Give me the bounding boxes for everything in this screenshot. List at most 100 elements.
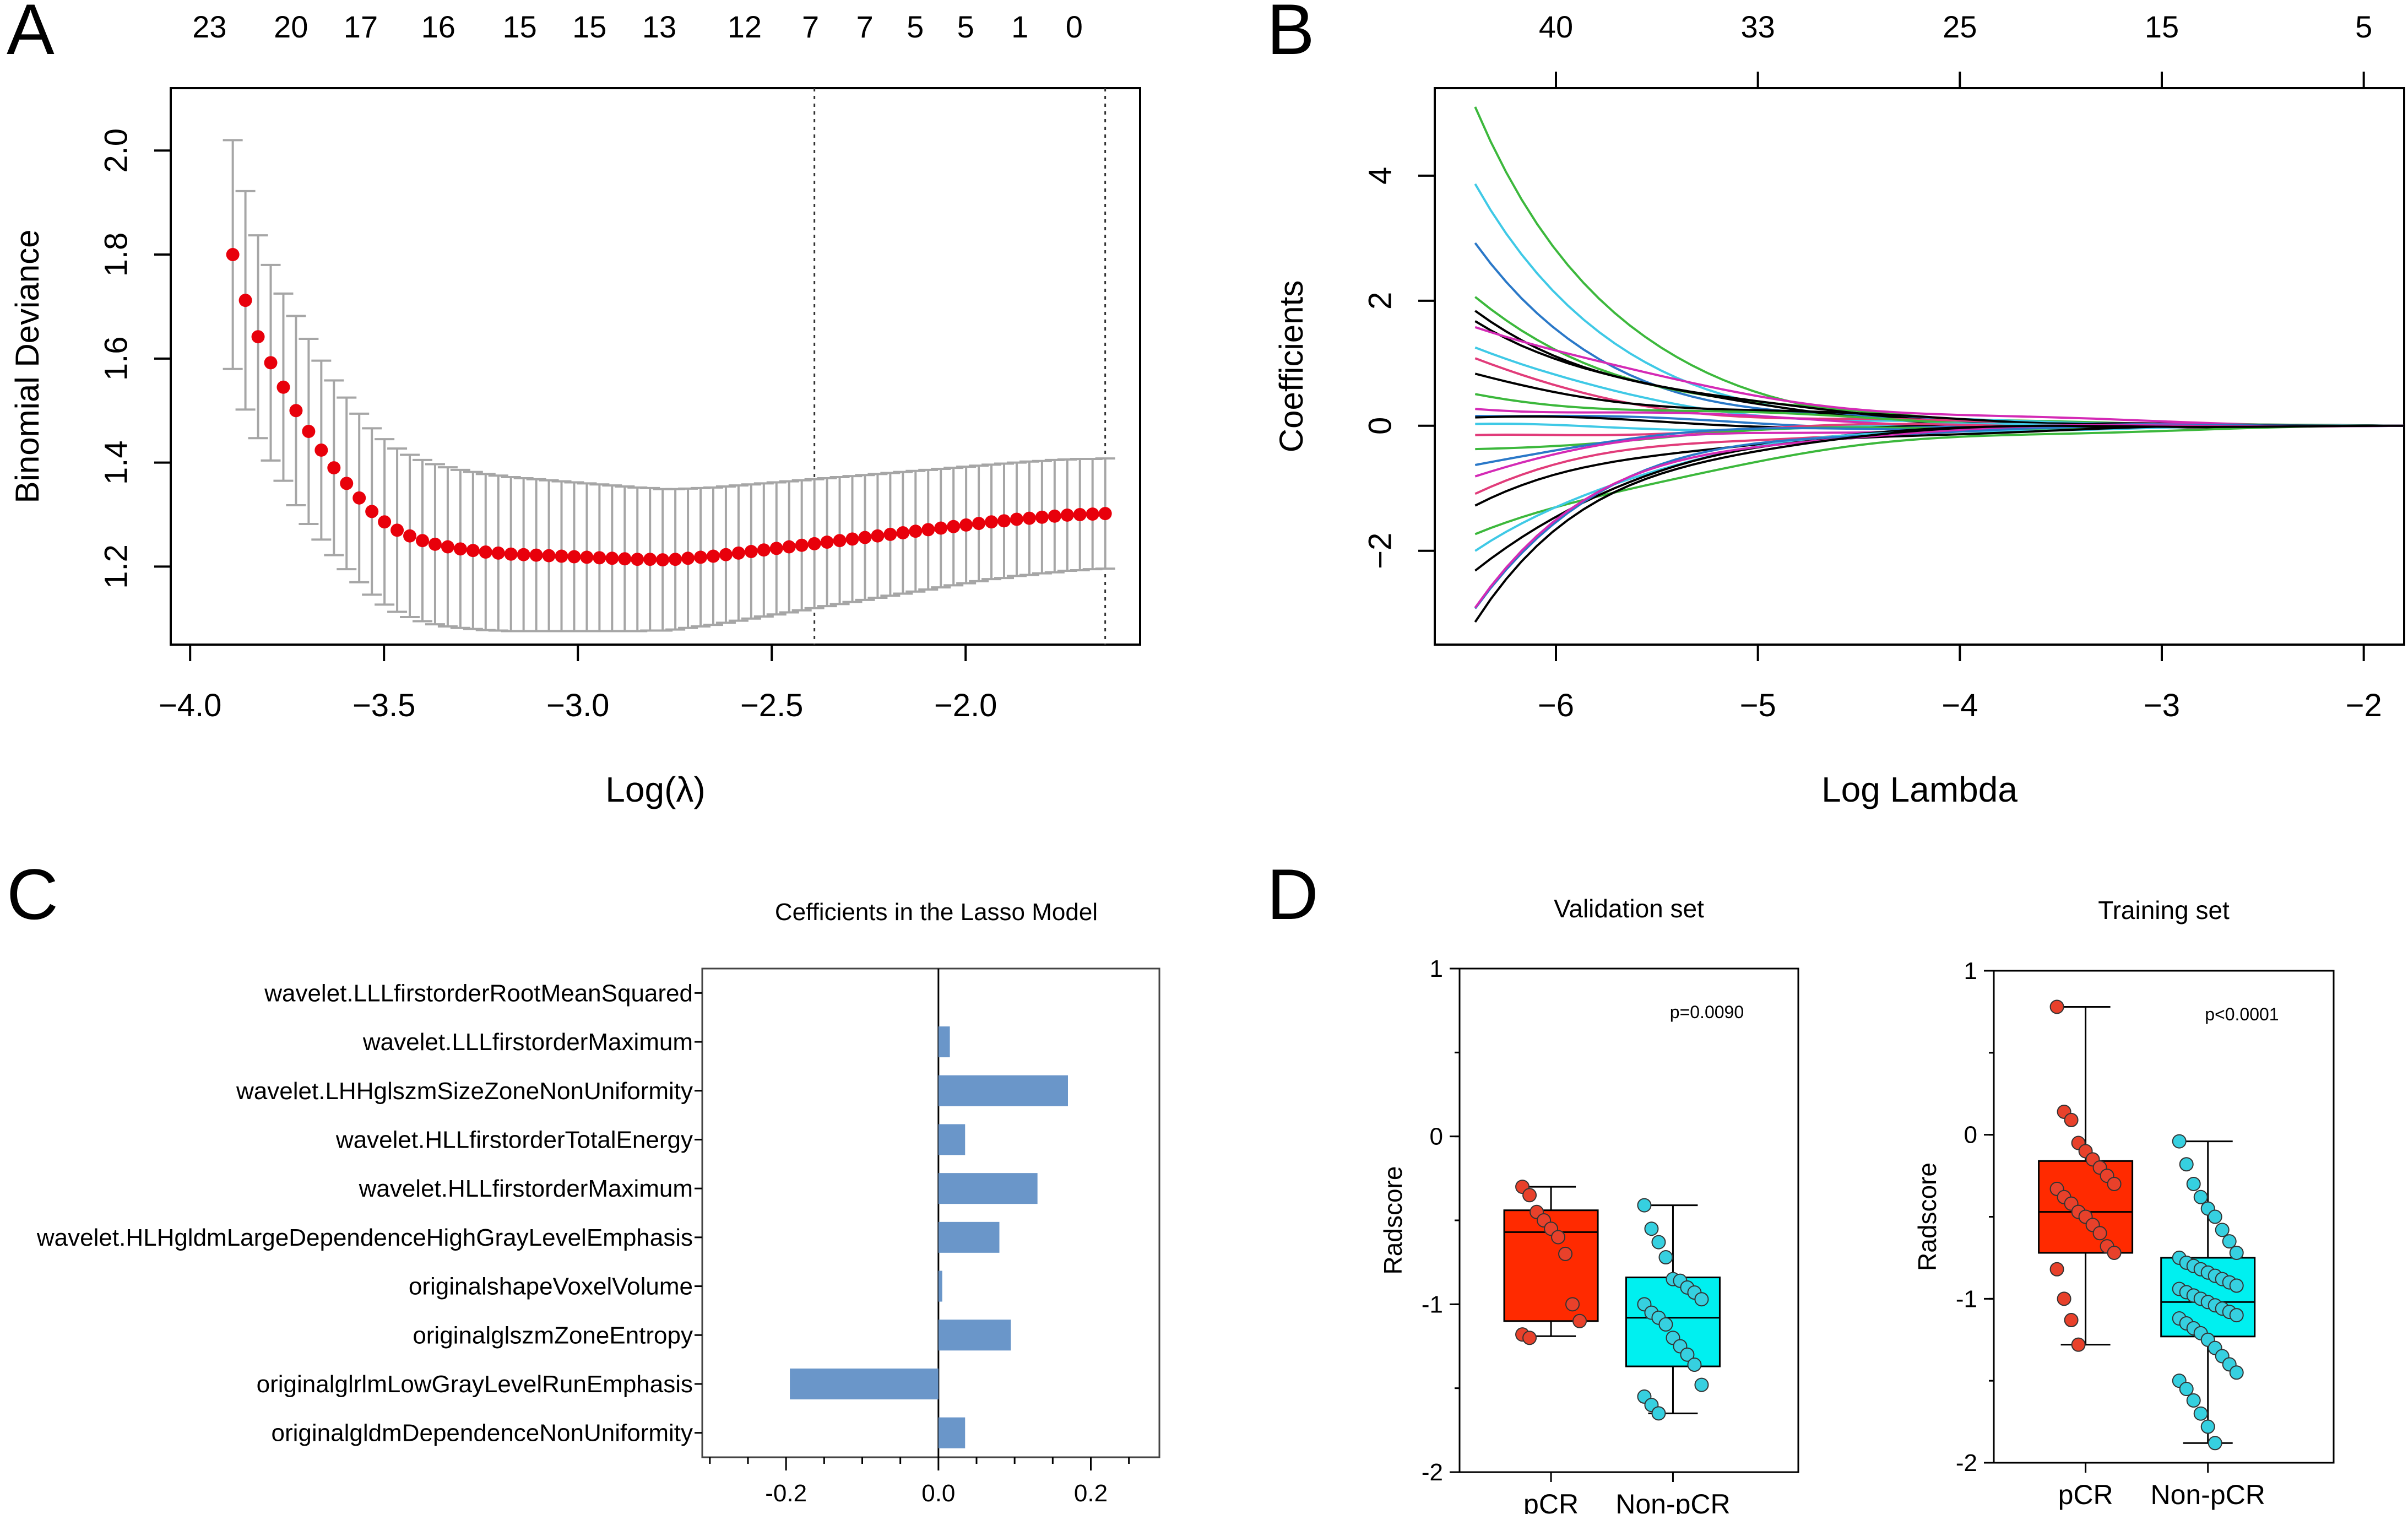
- top-count-label: 1: [1011, 9, 1028, 44]
- coefficient-path: [1474, 424, 2404, 623]
- data-point: [2229, 1308, 2244, 1323]
- deviance-point: [997, 514, 1011, 528]
- deviance-point: [428, 537, 442, 551]
- top-count-label: 5: [2355, 9, 2372, 44]
- deviance-point: [631, 553, 644, 566]
- chart-title: Cefficients in the Lasso Model: [775, 899, 1098, 926]
- data-point: [1558, 1246, 1573, 1261]
- y-tick-label: 0: [1362, 417, 1398, 435]
- x-tick-label: −3.0: [546, 688, 610, 723]
- deviance-point: [769, 542, 783, 555]
- deviance-point: [453, 542, 467, 556]
- x-tick-label: 0.2: [1074, 1480, 1108, 1507]
- deviance-point: [340, 477, 354, 490]
- coefficient-bar: [938, 1026, 950, 1058]
- deviance-point: [921, 523, 935, 537]
- data-point: [2179, 1157, 2194, 1172]
- data-point: [1565, 1297, 1580, 1312]
- panel-label-b: B: [1267, 0, 1315, 69]
- data-point: [1680, 1347, 1695, 1362]
- data-point: [1694, 1377, 1709, 1392]
- deviance-point: [694, 550, 708, 564]
- deviance-point: [1048, 509, 1061, 523]
- feature-label: originalgldmDependenceNonUniformity: [271, 1420, 693, 1447]
- deviance-point: [947, 520, 961, 533]
- data-point: [1694, 1292, 1709, 1307]
- deviance-point: [466, 544, 480, 558]
- deviance-point: [681, 551, 695, 565]
- x-tick-label: -0.2: [765, 1480, 807, 1507]
- data-point: [1572, 1313, 1587, 1328]
- panel-a-cv-deviance: −4.0 −3.5 −3.0 −2.5 −2.0 1.2 1.4 1.6 1.8 2.0 23 20 1…: [9, 9, 1141, 809]
- feature-label: wavelet.LLLfirstorderMaximum: [362, 1029, 693, 1056]
- deviance-point: [555, 549, 568, 563]
- data-point: [2215, 1223, 2230, 1237]
- data-point: [1651, 1406, 1666, 1421]
- data-point: [2064, 1313, 2079, 1328]
- deviance-point: [706, 549, 720, 563]
- y-tick-label: 1.8: [98, 232, 134, 277]
- deviance-point: [302, 424, 316, 438]
- y-axis-title: Radscore: [1913, 1162, 1941, 1271]
- deviance-point: [896, 526, 910, 540]
- deviance-point: [605, 551, 619, 565]
- data-point: [2092, 1226, 2107, 1241]
- coefficient-bar: [938, 1270, 942, 1302]
- data-point: [1551, 1230, 1566, 1245]
- top-count-label: 23: [192, 9, 226, 44]
- panel-d-validation-boxplot: 1 0 -1 -2 pCR Non-pCR p=0.0090 Validation set Ra…: [1379, 894, 1799, 1514]
- deviance-point: [327, 461, 341, 475]
- data-point: [2208, 1209, 2222, 1224]
- deviance-point: [1035, 510, 1049, 524]
- feature-label: originalshapeVoxelVolume: [409, 1273, 693, 1300]
- deviance-point: [1060, 508, 1074, 522]
- chart-title: Validation set: [1554, 894, 1704, 923]
- x-tick-label: −2.0: [934, 688, 997, 723]
- top-count-label: 5: [907, 9, 924, 44]
- deviance-point: [871, 529, 885, 543]
- y-axis-title: Binomial Deviance: [9, 230, 46, 504]
- y-tick-label: -1: [1956, 1285, 1977, 1312]
- deviance-point: [795, 538, 809, 552]
- deviance-point: [1073, 508, 1087, 522]
- group-label: Non-pCR: [1615, 1489, 1730, 1514]
- deviance-point: [833, 534, 847, 548]
- deviance-point: [504, 547, 518, 561]
- deviance-point: [1086, 507, 1099, 521]
- y-tick-label: 4: [1362, 167, 1398, 185]
- deviance-point: [529, 548, 543, 562]
- coefficient-bar: [938, 1320, 1011, 1351]
- top-count-label: 13: [642, 9, 676, 44]
- deviance-point: [820, 536, 834, 549]
- data-point: [2229, 1278, 2244, 1293]
- deviance-point: [909, 525, 923, 538]
- deviance-point: [276, 380, 290, 394]
- data-point: [2193, 1406, 2208, 1421]
- panel-label-d: D: [1267, 854, 1319, 934]
- deviance-point: [365, 505, 379, 518]
- deviance-point: [517, 548, 530, 561]
- panel-label-a: A: [7, 0, 55, 69]
- group-label: pCR: [1523, 1489, 1579, 1514]
- feature-label: wavelet.LHHglszmSizeZoneNonUniformity: [236, 1078, 693, 1105]
- y-tick-label: 1.6: [98, 337, 134, 381]
- y-tick-label: -2: [1956, 1450, 1977, 1477]
- y-tick-label: 1: [1964, 958, 1977, 985]
- feature-label: wavelet.LLLfirstorderRootMeanSquared: [264, 980, 693, 1007]
- y-tick-label: -1: [1422, 1291, 1443, 1318]
- y-tick-label: 1.4: [98, 440, 134, 485]
- top-count-label: 25: [1943, 9, 1977, 44]
- group-label: Non-pCR: [2151, 1479, 2265, 1510]
- deviance-point: [251, 330, 265, 344]
- deviance-point: [719, 548, 733, 561]
- deviance-point: [580, 550, 594, 564]
- coefficient-bar: [938, 1417, 966, 1448]
- coefficient-path: [1474, 424, 2405, 572]
- y-tick-label: −2: [1362, 533, 1398, 569]
- x-tick-label: −2: [2346, 688, 2382, 723]
- coefficient-bar: [938, 1124, 966, 1155]
- data-point: [1522, 1331, 1537, 1345]
- deviance-point: [314, 443, 328, 457]
- panel-c-lasso-coefficients: -0.2 0.0 0.2 wavelet.LLLfirstorderRootMeanS…: [36, 899, 1160, 1507]
